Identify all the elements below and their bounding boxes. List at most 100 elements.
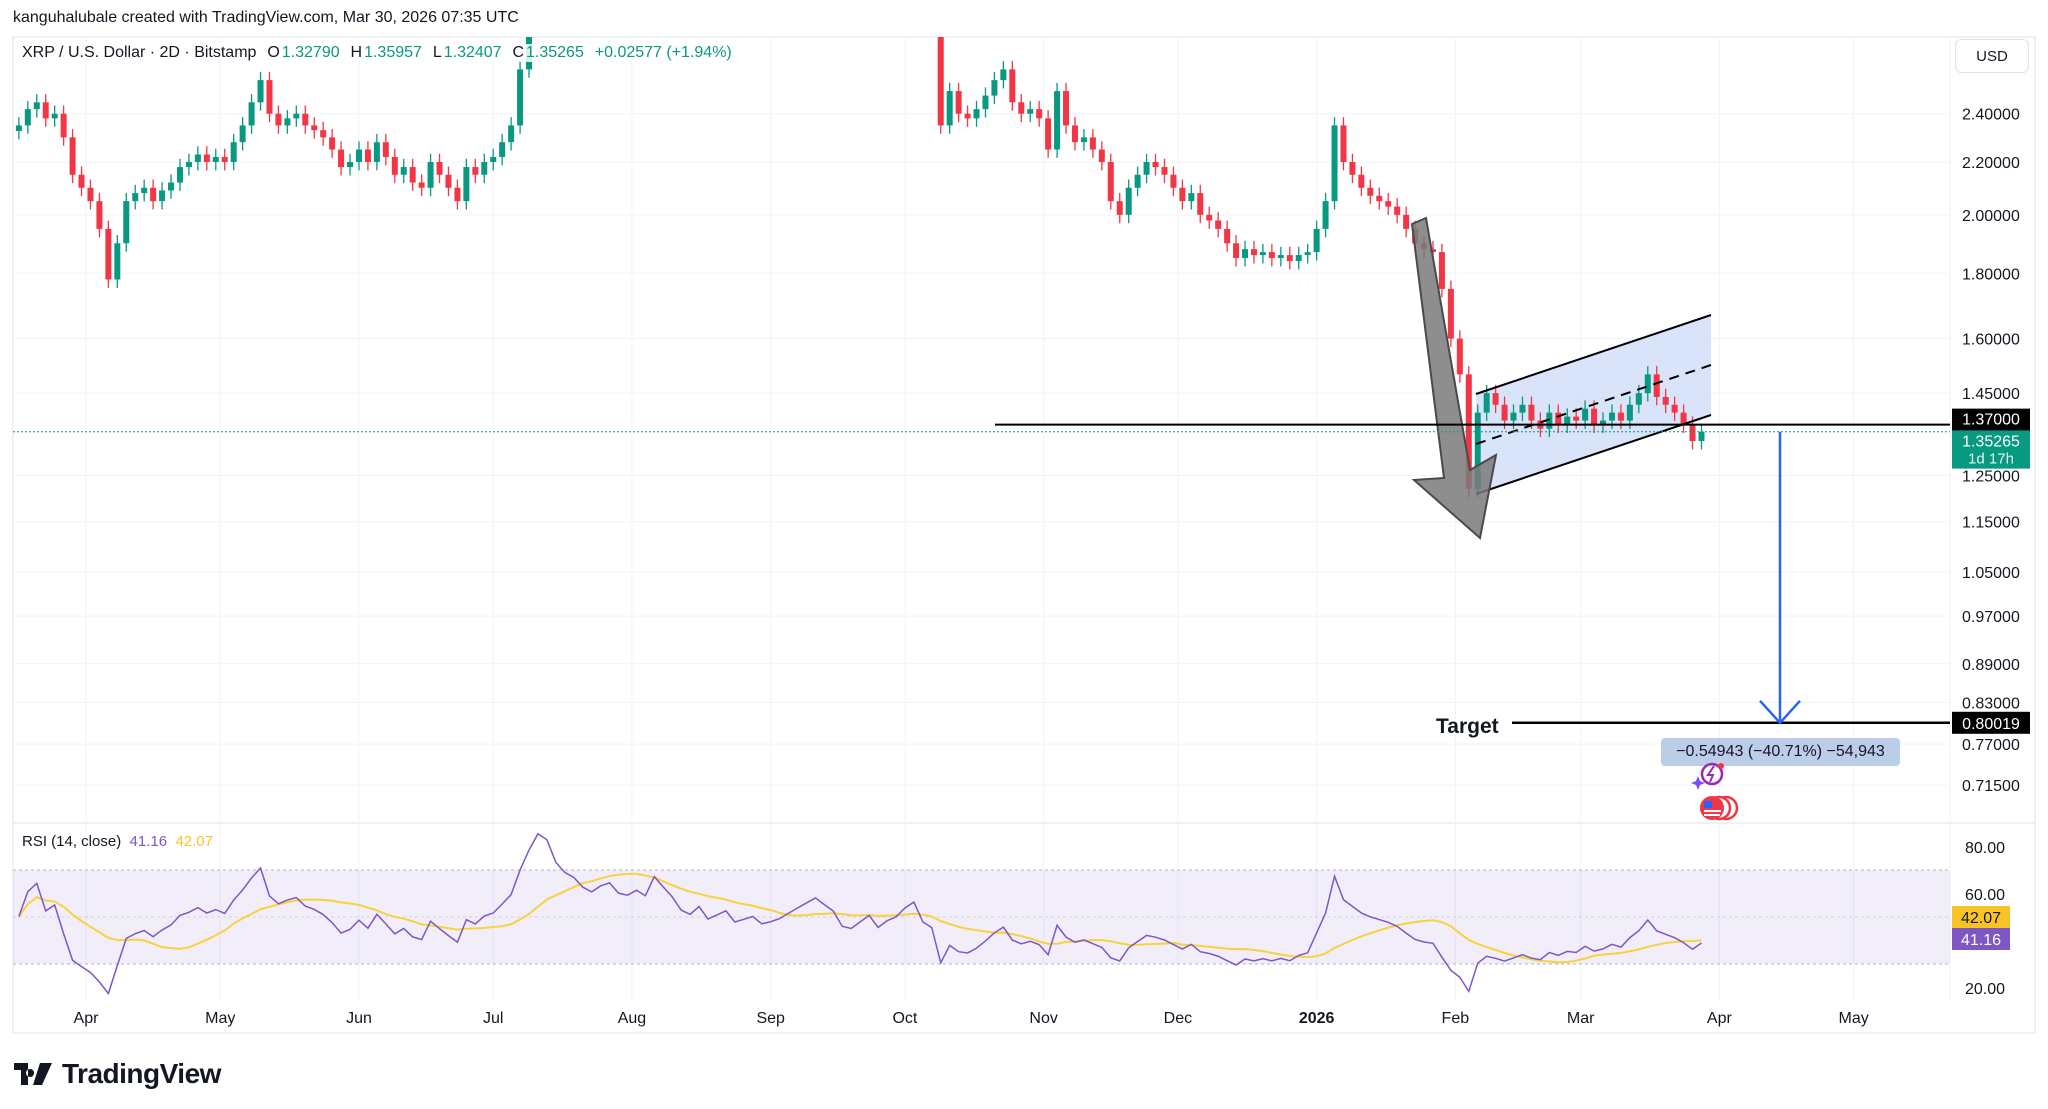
- candle: [1671, 404, 1678, 413]
- price-tick: 2.40000: [1962, 107, 2020, 124]
- candle: [1000, 69, 1007, 81]
- rsi-tick: 80.00: [1965, 840, 2005, 857]
- candle: [24, 109, 31, 126]
- candle: [1215, 220, 1222, 229]
- candle: [60, 113, 67, 138]
- candle: [42, 102, 49, 119]
- candle: [150, 187, 157, 202]
- time-label: Jul: [483, 1010, 503, 1027]
- candle: [302, 113, 309, 126]
- candle: [982, 95, 989, 110]
- candle: [338, 149, 345, 168]
- time-label: May: [1839, 1010, 1869, 1027]
- candle: [964, 113, 971, 119]
- time-label: Sep: [756, 1010, 785, 1027]
- candle: [481, 161, 488, 175]
- candle: [1054, 91, 1061, 150]
- candle: [382, 142, 389, 157]
- candle: [1385, 201, 1392, 207]
- candle: [1367, 187, 1374, 196]
- candle: [839, 0, 845, 24]
- candle: [1197, 193, 1204, 215]
- time-label: May: [205, 1010, 235, 1027]
- candle: [1018, 102, 1025, 114]
- time-label: Apr: [1707, 1010, 1733, 1027]
- candle: [1564, 416, 1571, 425]
- price-tick: 1.80000: [1962, 266, 2020, 283]
- high-label: H: [350, 44, 363, 61]
- candle: [1206, 214, 1213, 221]
- currency-button[interactable]: USD: [1955, 39, 2029, 73]
- candle: [1331, 125, 1338, 202]
- candle: [848, 24, 854, 28]
- candle: [114, 243, 121, 280]
- candle: [884, 18, 890, 28]
- candle: [1277, 255, 1284, 259]
- candle: [472, 167, 479, 175]
- flag-canton: [1704, 801, 1712, 808]
- candle: [33, 102, 40, 110]
- candle: [1519, 404, 1526, 413]
- candle: [723, 0, 729, 9]
- rsi-legend[interactable]: RSI (14, close) 41.16 42.07: [22, 833, 213, 850]
- candle: [1528, 404, 1535, 421]
- candle: [1555, 412, 1562, 425]
- channel-upper-line[interactable]: [1475, 314, 1712, 395]
- candle: [1080, 137, 1087, 143]
- candle: [400, 167, 407, 175]
- channel-mid-line[interactable]: [1475, 364, 1712, 445]
- candle: [239, 125, 246, 143]
- candle: [946, 91, 953, 126]
- candle: [1242, 249, 1249, 259]
- candle: [427, 161, 434, 188]
- time-label: Mar: [1567, 1010, 1595, 1027]
- candle: [1224, 228, 1231, 244]
- open-label: O: [267, 44, 280, 61]
- rsi-ma-tag-text: 42.07: [1961, 910, 2001, 927]
- candle: [1358, 174, 1365, 188]
- rsi-tag: [1952, 928, 2010, 950]
- candle: [786, 9, 792, 19]
- candle: [1403, 214, 1410, 229]
- candle: [920, 0, 926, 18]
- candle: [1429, 249, 1436, 253]
- candle: [732, 0, 738, 24]
- tradingview-logo[interactable]: TradingView: [14, 1058, 221, 1090]
- price-axis[interactable]: 2.40000 2.20000 2.00000 1.80000 1.60000 1.450…: [1962, 107, 2020, 795]
- current-price-text: 1.35265: [1962, 434, 2020, 451]
- candle: [1546, 412, 1553, 429]
- candle: [875, 9, 881, 28]
- candle: [902, 0, 908, 13]
- symbol-legend[interactable]: XRP / U.S. Dollar · 2D · Bitstamp O 1.327…: [22, 44, 734, 62]
- rsi-legend-value: 41.16: [129, 833, 168, 850]
- candle: [212, 156, 219, 162]
- candle: [454, 187, 461, 202]
- candle: [777, 18, 783, 24]
- candle: [1286, 255, 1293, 262]
- candle: [347, 161, 354, 168]
- measure-label[interactable]: −0.54943 (−40.71%) −54,943: [1661, 738, 1900, 766]
- candle: [1635, 393, 1642, 405]
- channel-lower-line[interactable]: [1475, 414, 1712, 495]
- candle: [1295, 255, 1302, 262]
- candle: [1483, 393, 1490, 413]
- event-icons[interactable]: [1690, 760, 1750, 822]
- candle: [1689, 424, 1696, 442]
- candle: [741, 18, 747, 24]
- rsi-ma-legend-value: 42.07: [175, 833, 213, 850]
- candle: [1188, 193, 1195, 202]
- candle: [1304, 252, 1311, 256]
- drop-arrow[interactable]: [1410, 216, 1498, 540]
- time-label: Feb: [1442, 1010, 1470, 1027]
- candle: [1394, 206, 1401, 215]
- candle: [1313, 228, 1320, 253]
- candle: [1009, 69, 1016, 103]
- candle: [1474, 412, 1481, 489]
- candle: [866, 9, 872, 19]
- candle: [1591, 408, 1598, 425]
- time-axis[interactable]: Apr May Jun Jul Aug Sep Oct Nov Dec 2026 Feb Mar Apr…: [74, 1010, 1869, 1027]
- rsi-line: [18, 832, 1702, 996]
- candle: [436, 161, 443, 175]
- candle: [1259, 252, 1266, 256]
